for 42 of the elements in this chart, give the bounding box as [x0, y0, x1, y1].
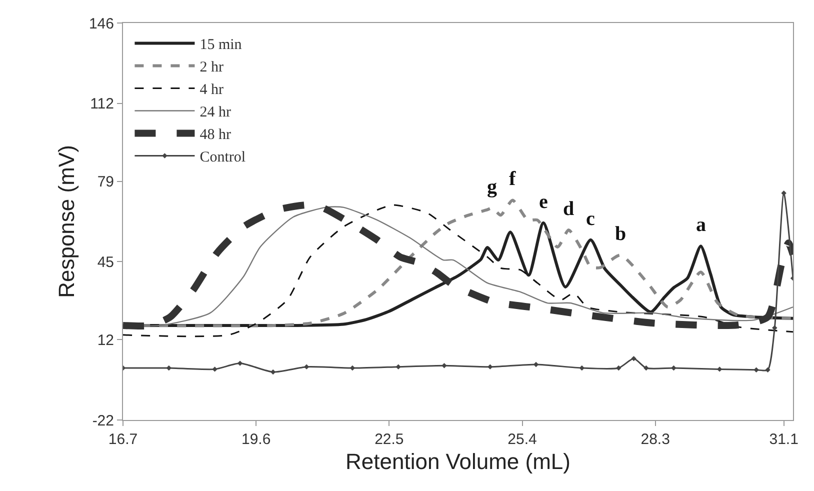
point — [772, 325, 778, 330]
y-tick-label: -22 — [92, 412, 114, 430]
annotation: a — [696, 214, 706, 236]
annotation: g — [487, 176, 497, 198]
annotation: f — [509, 168, 516, 190]
x-tick-label: 19.6 — [241, 431, 271, 448]
x-tick-label: 31.1 — [769, 431, 798, 448]
x-tick-label: 28.3 — [640, 431, 670, 448]
y-tick-label: 146 — [88, 15, 114, 32]
point — [644, 365, 649, 371]
point — [166, 365, 172, 371]
point — [396, 364, 401, 370]
y-tick-label: 12 — [97, 332, 114, 349]
point — [579, 365, 584, 371]
y-tick-label: 112 — [90, 96, 114, 113]
point — [631, 356, 636, 362]
y-tick-label: 45 — [97, 254, 114, 271]
point — [442, 363, 447, 368]
legend-label: 4 hr — [200, 82, 224, 98]
y-axis-title: Response (mV) — [54, 145, 79, 298]
legend-label: 48 hr — [200, 127, 231, 144]
legend-label: 2 hr — [200, 60, 224, 76]
point — [671, 365, 676, 371]
point — [237, 360, 243, 366]
point — [765, 367, 770, 372]
point — [616, 365, 622, 371]
y-tick-label: 79 — [97, 174, 114, 191]
x-axis-title: Retention Volume (mL) — [346, 448, 570, 474]
point — [781, 190, 786, 196]
annotation: c — [586, 208, 595, 230]
legend-label: 15 min — [200, 37, 242, 54]
annotation: e — [539, 191, 548, 213]
point — [212, 366, 218, 372]
x-tick-label: 22.5 — [374, 431, 404, 448]
x-tick-label: 16.7 — [108, 431, 138, 448]
point — [488, 364, 493, 370]
legend-label: Control — [200, 150, 246, 166]
point — [754, 367, 759, 372]
annotation: d — [563, 198, 574, 220]
annotation: b — [615, 223, 626, 245]
legend-label: 24 hr — [200, 104, 231, 121]
x-tick-label: 25.4 — [508, 431, 537, 448]
